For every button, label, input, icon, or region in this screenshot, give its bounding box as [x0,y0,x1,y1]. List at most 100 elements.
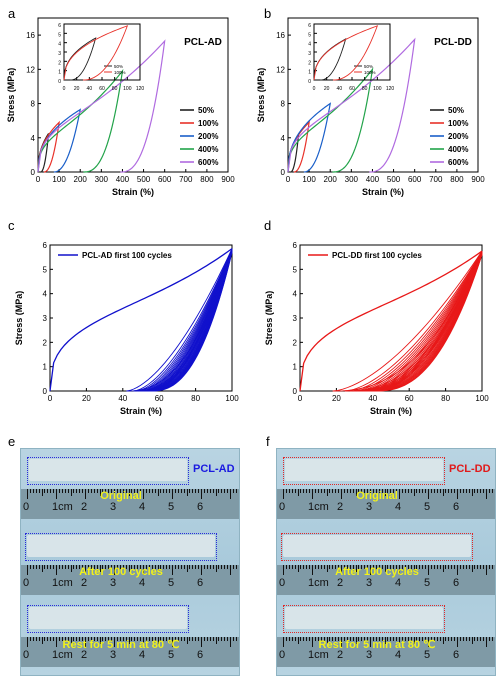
ruler-tick [326,489,328,496]
ruler-tick [480,565,482,569]
ruler-tick [442,489,444,496]
chart-a-inset-ytick-label: 5 [58,32,61,38]
ruler-tick [480,637,482,641]
ruler-tick [192,489,194,493]
ruler-tick [134,489,136,493]
ruler-tick [58,489,60,493]
ruler-label: 4 [395,577,402,589]
chart-b-title: PCL-DD [434,37,472,48]
ruler-tick [378,565,380,569]
chart-c-xtick-label: 100 [225,394,239,403]
ruler-tick [58,565,60,569]
chart-a-inset-ytick-label: 3 [58,51,61,57]
chart-c-cycle-unloading [149,251,233,392]
ruler-tick [367,637,369,641]
ruler-tick [201,637,202,647]
chart-a-series-400pct [37,68,124,173]
ruler-tick [145,565,147,569]
chart-b-inset-ytick-label: 1 [308,70,311,76]
ruler-tick [285,565,287,569]
ruler-tick [454,565,456,569]
ruler-tick [64,637,66,641]
ruler-tick [29,565,31,569]
ruler-tick [90,565,92,569]
chart-b-legend-label: 400% [448,145,468,154]
ruler-tick [346,489,348,493]
ruler-tick [53,489,55,493]
ruler-tick [151,489,153,493]
ruler-tick [131,565,133,569]
ruler-tick [232,565,234,569]
ruler-tick [134,565,136,569]
chart-c-ytick-label: 5 [43,265,48,274]
ruler-tick [53,637,55,641]
chart-c-cycle-reloading [146,250,233,392]
ruler-tick [288,637,290,641]
ruler-tick [349,489,351,493]
ruler-label: 3 [366,501,373,513]
photo-caption: After 100 cycles [335,566,419,578]
ruler-tick [448,565,450,569]
ruler-tick [320,565,322,569]
ruler-tick [169,637,171,641]
ruler-tick [215,565,217,572]
ruler-tick [128,565,130,572]
ruler-tick [425,637,427,641]
photo-caption: Original [100,490,142,502]
ruler-tick [332,489,334,493]
ruler-tick [375,489,377,493]
chart-b-series-200pct [287,102,332,173]
ruler-tick [105,489,107,493]
ruler-tick [212,565,214,569]
ruler-tick [468,565,470,569]
ruler-tick [180,637,182,641]
ruler-tick [143,637,144,647]
ruler-tick [114,489,115,499]
ruler-tick [346,637,348,641]
specimen-strip [285,607,443,629]
ruler-label: 2 [337,501,344,513]
ruler-tick [370,637,371,647]
chart-c-ytick-label: 4 [43,290,48,299]
ruler-tick [218,489,220,493]
ruler-label: 1cm [52,501,73,513]
ruler-tick [128,637,130,644]
ruler-tick [96,565,98,569]
chart-c-ylabel: Stress (MPa) [14,291,24,346]
ruler-tick [433,637,435,641]
ruler-tick [323,637,325,641]
ruler-tick [283,565,284,575]
ruler-tick [38,637,40,641]
chart-c-xtick-label: 0 [48,394,53,403]
ruler-tick [145,489,147,493]
chart-a-series-600pct [37,39,166,173]
ruler-tick [174,565,176,569]
ruler-tick [99,637,101,644]
chart-c-cycle-reloading [126,248,233,392]
ruler-tick [82,565,84,569]
ruler-tick [111,489,113,493]
specimen-highlight-box [283,605,445,633]
chart-b-xtick-label: 100 [302,175,316,184]
ruler-tick [79,637,81,641]
ruler-tick [401,565,403,569]
ruler-tick [381,565,383,569]
chart-c-cycle-reloading [149,251,233,392]
ruler [277,489,495,519]
ruler-tick [56,489,57,499]
ruler-tick [335,565,337,569]
specimen-strip [285,459,443,481]
ruler-tick [285,637,287,641]
ruler-tick [401,637,403,641]
ruler-tick [183,489,185,493]
specimen-highlight-box [27,605,189,633]
ruler-tick [230,489,231,499]
ruler-label: 1cm [52,577,73,589]
ruler-tick [64,565,66,569]
ruler-tick [486,489,487,499]
ruler-tick [326,565,328,572]
ruler-label: 6 [453,649,460,661]
ruler-tick [372,565,374,569]
chart-b-inset-ytick-label: 4 [308,42,311,48]
ruler-label: 6 [453,577,460,589]
